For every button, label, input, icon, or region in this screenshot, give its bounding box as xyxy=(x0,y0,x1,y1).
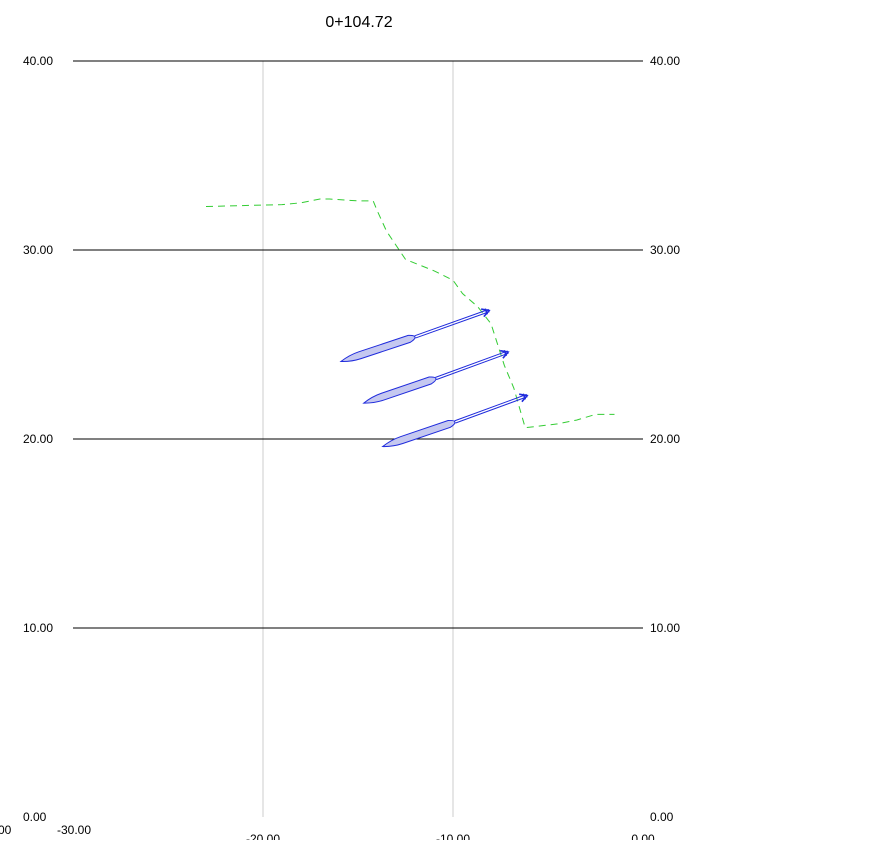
x-tick-label: -20.00 xyxy=(246,832,280,840)
anchor-head xyxy=(519,393,529,403)
anchor-tendon-line xyxy=(415,311,490,339)
tick-label-layer: 0.00 0.00 10.00 10.00 20.00 20.00 30.00 30.00 40… xyxy=(0,54,680,845)
anchor-tendon-line xyxy=(454,393,527,422)
anchor-bond-zone xyxy=(339,334,416,363)
y-tick-label-right: 20.00 xyxy=(650,432,680,446)
x-tick-label-cutoff: 00 xyxy=(0,823,12,837)
ground-profile-line xyxy=(205,198,615,429)
y-tick-label-left: 30.00 xyxy=(23,243,53,257)
anchor-tendon-line xyxy=(436,352,509,381)
y-tick-label-right: 0.00 xyxy=(650,810,674,824)
x-tick-label: -10.00 xyxy=(436,832,470,840)
chart-title: 0+104.72 xyxy=(325,14,392,31)
y-tick-label-left: 0.00 xyxy=(23,810,47,824)
y-tick-label-left: 10.00 xyxy=(23,621,53,635)
y-tick-label-left: 40.00 xyxy=(23,54,53,68)
x-tick-label: -30.00 xyxy=(57,823,91,837)
anchor-head-plate xyxy=(503,350,508,357)
anchor-tendon-line xyxy=(435,350,508,378)
y-tick-label-left: 20.00 xyxy=(23,432,53,446)
anchor-head-plate xyxy=(484,308,489,315)
y-tick-label-right: 10.00 xyxy=(650,621,680,635)
anchor-bond-zone xyxy=(381,419,456,448)
anchor-layer xyxy=(339,308,529,448)
ground-profile-layer xyxy=(205,198,615,429)
y-tick-label-right: 30.00 xyxy=(650,243,680,257)
anchor-head xyxy=(500,349,510,359)
y-tick-label-right: 40.00 xyxy=(650,54,680,68)
anchor-head xyxy=(481,308,491,318)
anchor-head-plate xyxy=(522,393,527,400)
anchor-tendon-line xyxy=(414,308,489,337)
grid-layer xyxy=(73,60,643,817)
anchor-bond-zone xyxy=(362,376,437,404)
x-tick-label: 0.00 xyxy=(631,832,655,840)
anchor-tendon-line xyxy=(455,396,528,424)
